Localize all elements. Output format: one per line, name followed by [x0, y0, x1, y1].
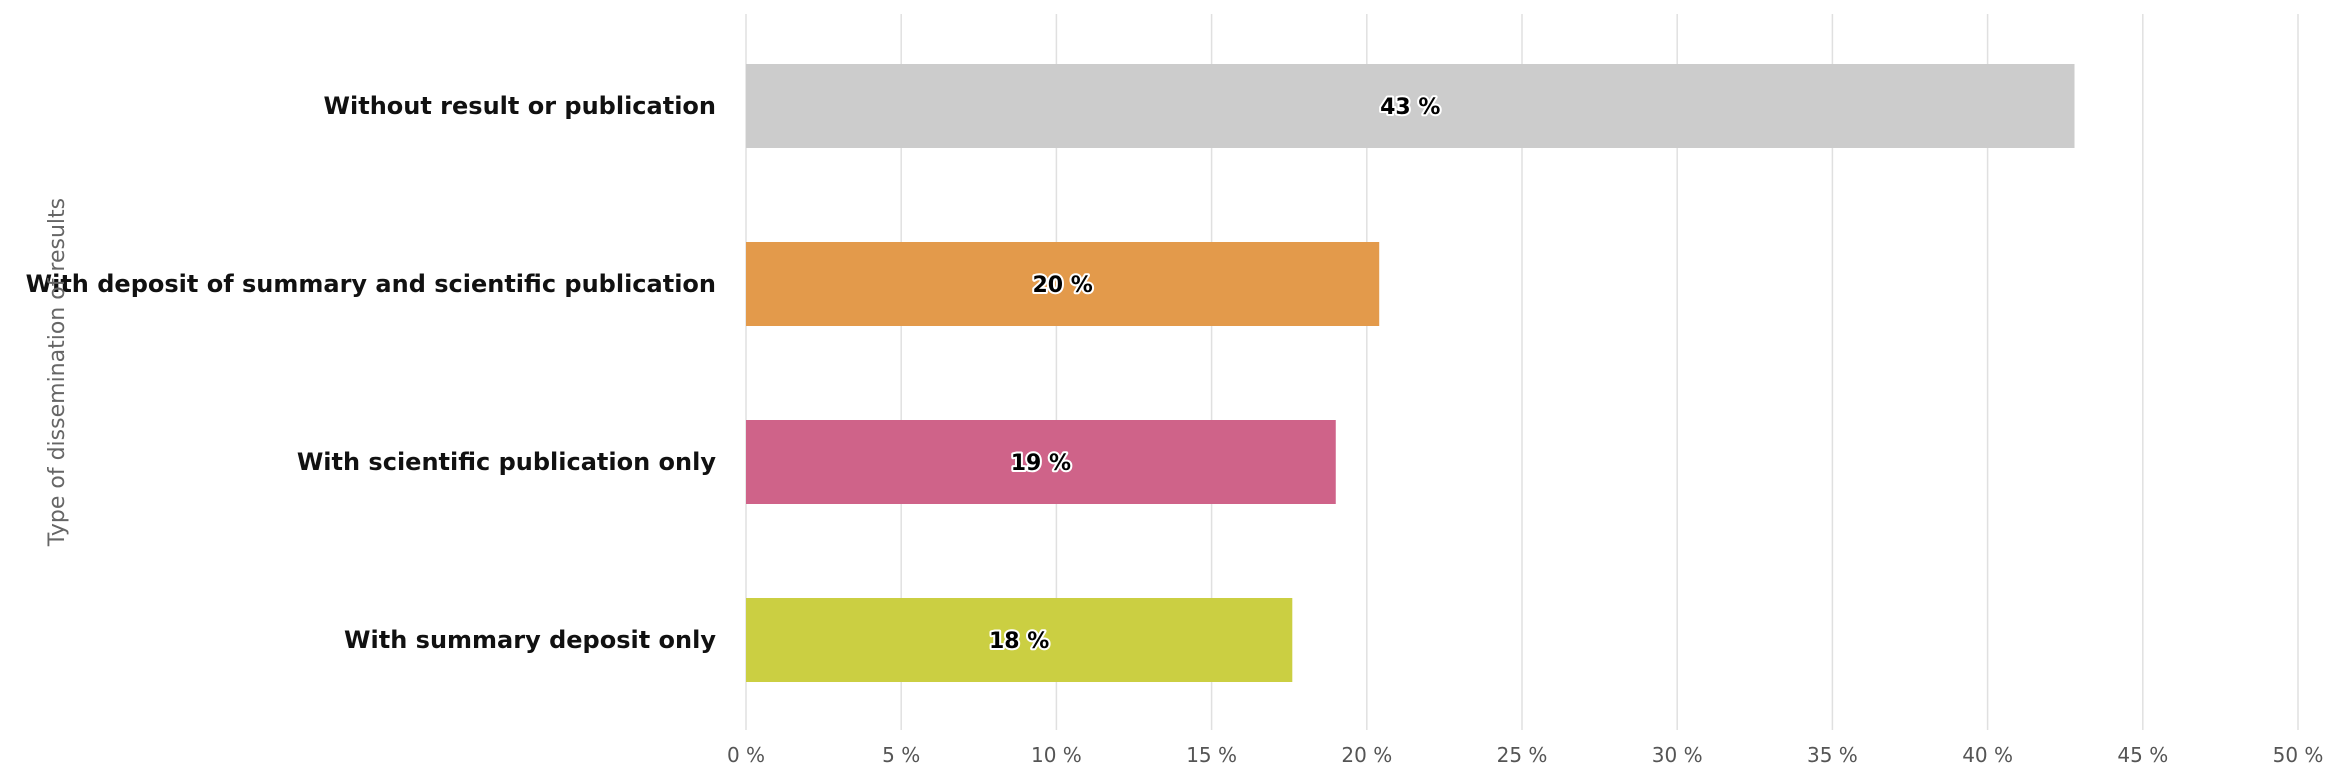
bar-3[interactable]: [746, 420, 1336, 504]
x-tick-label: 30 %: [1652, 743, 1703, 767]
x-tick-label: 45 %: [2117, 743, 2168, 767]
bar-2[interactable]: [746, 242, 1380, 326]
x-tick-label: 25 %: [1497, 743, 1548, 767]
bar-4[interactable]: [746, 598, 1293, 682]
bars: [746, 64, 2075, 682]
x-tick-label: 5 %: [882, 743, 920, 767]
category-label: Without result or publication: [324, 92, 716, 120]
x-tick-label: 50 %: [2273, 743, 2324, 767]
category-label: With scientific publication only: [297, 448, 717, 476]
data-label: 43 %: [1380, 95, 1440, 120]
x-tick-label: 35 %: [1807, 743, 1858, 767]
x-tick-label: 15 %: [1186, 743, 1237, 767]
x-tick-label: 40 %: [1962, 743, 2013, 767]
data-label: 18 %: [989, 629, 1049, 654]
data-labels: 43 % 20 % 19 % 18 %: [987, 93, 1442, 656]
x-tick-label: 0 %: [727, 743, 765, 767]
x-tick-label: 20 %: [1341, 743, 1392, 767]
data-label: 20 %: [1032, 273, 1092, 298]
category-label: With summary deposit only: [344, 626, 716, 654]
x-tick-label: 10 %: [1031, 743, 1082, 767]
category-labels: Without result or publication With deposi…: [26, 92, 717, 654]
bar-1[interactable]: [746, 64, 2075, 148]
category-label: With deposit of summary and scientific p…: [26, 270, 716, 298]
x-axis-ticks: 0 % 5 % 10 % 15 % 20 % 25 % 30 % 35 % 40 % 45 % 50…: [727, 743, 2323, 767]
y-axis-title: Type of dissemination of results: [45, 198, 70, 547]
data-label: 19 %: [1011, 451, 1071, 476]
